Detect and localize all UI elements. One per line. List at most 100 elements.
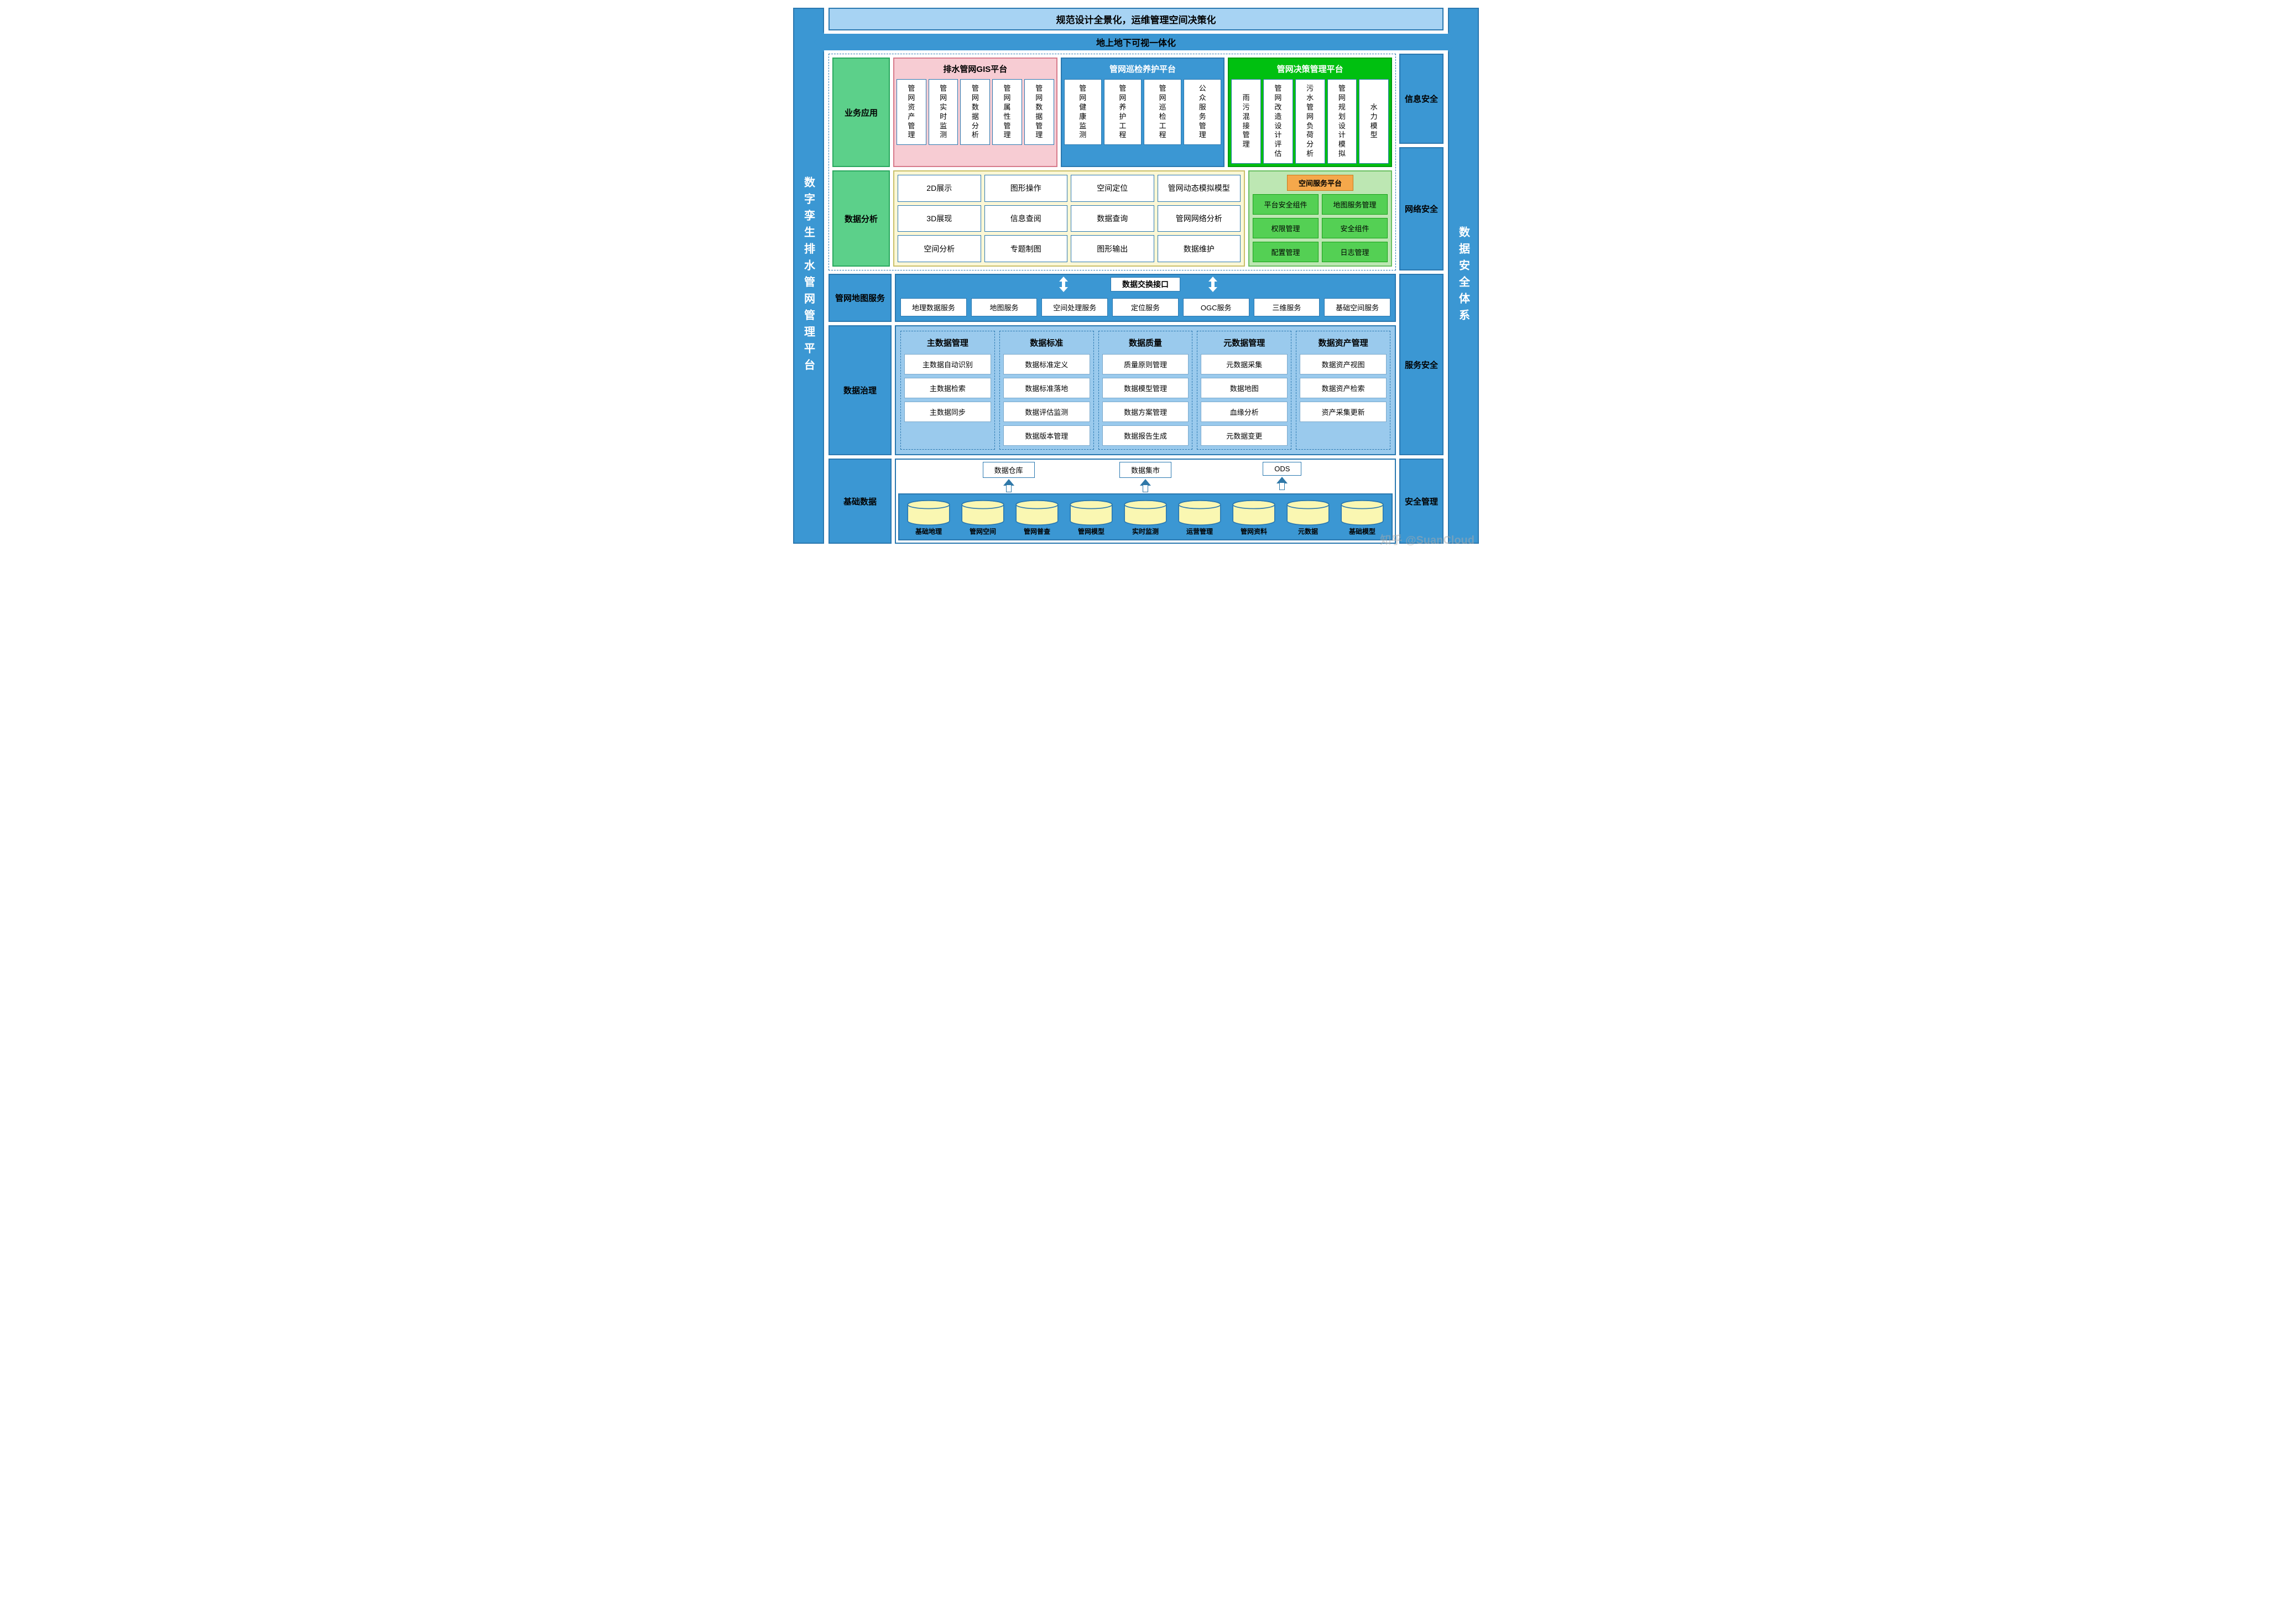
security-upper: 信息安全 网络安全 (1399, 54, 1444, 270)
store: 数据仓库 (983, 462, 1035, 478)
cylinder-label: 管网空间 (970, 527, 996, 536)
left-pillar-label: 数字孪生排水管网管理平台 (801, 176, 817, 376)
row4-label: 数据治理 (828, 325, 892, 455)
platform-gis-items: 管网资产管理 管网实时监测 管网数据分析 管网属性管理 管网数据管理 (897, 79, 1054, 145)
chip: 管网巡检工程 (1144, 79, 1181, 145)
gov-item: 数据报告生成 (1102, 425, 1189, 446)
chip: 污水管网负荷分析 (1295, 79, 1325, 164)
exchange-arrow-icon (1056, 277, 1071, 292)
svc: OGC服务 (1183, 298, 1249, 316)
right-pillar: 数据安全体系 (1448, 8, 1479, 544)
database-icon (1176, 500, 1223, 525)
cylinder-label: 实时监测 (1132, 527, 1159, 536)
banner-arrow-label: 地上地下可视一体化 (1096, 35, 1176, 49)
gov-item: 主数据检索 (904, 378, 991, 398)
security-network: 网络安全 (1399, 147, 1444, 270)
cell: 空间定位 (1071, 175, 1154, 202)
store: ODS (1263, 462, 1301, 476)
cylinder: 基础模型 (1337, 500, 1387, 536)
gov-item: 数据评估监测 (1003, 402, 1090, 422)
exchange-label: 数据交换接口 (1111, 277, 1180, 292)
up-arrow-icon (1004, 479, 1013, 492)
cylinder-label: 运营管理 (1186, 527, 1213, 536)
up-arrow-icon (1141, 479, 1150, 492)
gbtn: 平台安全组件 (1253, 194, 1319, 215)
row5-cylinders: 基础地理 管网空间 管网普查 管网模型 (898, 493, 1393, 540)
gov-item: 数据版本管理 (1003, 425, 1090, 446)
platform-inspection: 管网巡检养护平台 管网健康监测 管网养护工程 管网巡检工程 公众服务管理 (1061, 58, 1225, 167)
spatial-service-title: 空间服务平台 (1287, 175, 1353, 191)
database-icon (1285, 500, 1331, 525)
row2-content: 2D展示 图形操作 空间定位 管网动态模拟模型 3D展现 信息查阅 数据查询 管… (893, 170, 1392, 267)
row2-left-grid: 2D展示 图形操作 空间定位 管网动态模拟模型 3D展现 信息查阅 数据查询 管… (893, 170, 1245, 267)
row5-label: 基础数据 (828, 459, 892, 544)
exchange-arrow-icon (1205, 277, 1221, 292)
cylinder-label: 基础模型 (1349, 527, 1375, 536)
cylinder-label: 管网模型 (1078, 527, 1104, 536)
row-business: 业务应用 排水管网GIS平台 管网资产管理 管网实时监测 管网数据分析 管网属性… (828, 54, 1444, 270)
svc: 三维服务 (1254, 298, 1320, 316)
cell: 图形操作 (984, 175, 1068, 202)
gov-col-title: 数据标准 (1003, 335, 1090, 351)
cylinder: 管网空间 (958, 500, 1008, 536)
row1-platforms: 排水管网GIS平台 管网资产管理 管网实时监测 管网数据分析 管网属性管理 管网… (893, 58, 1392, 167)
cylinder: 基础地理 (904, 500, 953, 536)
svc: 基础空间服务 (1324, 298, 1390, 316)
gov-col-meta: 元数据管理 元数据采集 数据地图 血缘分析 元数据变更 (1197, 331, 1291, 450)
database-icon (1068, 500, 1114, 525)
row2-label: 数据分析 (832, 170, 890, 267)
gbtn: 日志管理 (1322, 242, 1388, 262)
chip: 管网健康监测 (1064, 79, 1102, 145)
row3-header: 数据交换接口 (896, 275, 1395, 294)
gov-col-title: 数据资产管理 (1300, 335, 1387, 351)
cylinder: 管网普查 (1012, 500, 1062, 536)
cell: 数据查询 (1071, 205, 1154, 232)
cell: 空间分析 (898, 235, 981, 262)
gov-item: 数据资产检索 (1300, 378, 1387, 398)
row5-stores: 数据仓库 数据集市 ODS (898, 462, 1393, 493)
gov-item: 数据标准定义 (1003, 354, 1090, 374)
chip: 公众服务管理 (1184, 79, 1221, 145)
store: 数据集市 (1119, 462, 1171, 478)
gov-col-title: 数据质量 (1102, 335, 1189, 351)
platform-decision-items: 雨污混接管理 管网改造设计评估 污水管网负荷分析 管网规划设计模拟 水力模型 (1231, 79, 1389, 164)
banner-top: 规范设计全景化，运维管理空间决策化 (828, 8, 1444, 30)
cylinder: 管网模型 (1066, 500, 1116, 536)
svc: 空间处理服务 (1041, 298, 1108, 316)
cylinder-label: 元数据 (1298, 527, 1318, 536)
gov-item: 数据模型管理 (1102, 378, 1189, 398)
chip: 雨污混接管理 (1231, 79, 1261, 164)
security-manage: 安全管理 (1399, 459, 1444, 544)
cylinder: 实时监测 (1121, 500, 1170, 536)
cell: 图形输出 (1071, 235, 1154, 262)
platform-inspection-items: 管网健康监测 管网养护工程 管网巡检工程 公众服务管理 (1064, 79, 1222, 145)
gov-item: 质量原则管理 (1102, 354, 1189, 374)
gov-item: 数据标准落地 (1003, 378, 1090, 398)
chip: 管网资产管理 (897, 79, 926, 145)
chip: 管网数据分析 (960, 79, 990, 145)
chip: 管网养护工程 (1104, 79, 1142, 145)
gbtn: 安全组件 (1322, 218, 1388, 238)
chip: 水力模型 (1359, 79, 1389, 164)
database-icon (1231, 500, 1277, 525)
database-icon (1339, 500, 1385, 525)
database-icon (1122, 500, 1169, 525)
svc: 地理数据服务 (900, 298, 967, 316)
cell: 2D展示 (898, 175, 981, 202)
platform-decision: 管网决策管理平台 雨污混接管理 管网改造设计评估 污水管网负荷分析 管网规划设计… (1228, 58, 1392, 167)
banner-arrow: 地上地下可视一体化 (824, 34, 1448, 50)
gov-col-title: 主数据管理 (904, 335, 991, 351)
row3-wrap: 数据交换接口 地理数据服务 地图服务 空间处理服务 定位服务 OGC服务 三维服… (895, 274, 1396, 322)
cylinder-label: 基础地理 (915, 527, 942, 536)
chip: 管网实时监测 (929, 79, 958, 145)
gov-item: 数据地图 (1201, 378, 1288, 398)
row1-label: 业务应用 (832, 58, 890, 167)
gov-item: 主数据同步 (904, 402, 991, 422)
row3-services: 地理数据服务 地图服务 空间处理服务 定位服务 OGC服务 三维服务 基础空间服… (896, 294, 1395, 321)
svc: 定位服务 (1112, 298, 1179, 316)
cell: 信息查阅 (984, 205, 1068, 232)
gov-col-quality: 数据质量 质量原则管理 数据模型管理 数据方案管理 数据报告生成 (1098, 331, 1193, 450)
cylinder-label: 管网资料 (1241, 527, 1267, 536)
cell: 专题制图 (984, 235, 1068, 262)
gov-col-standard: 数据标准 数据标准定义 数据标准落地 数据评估监测 数据版本管理 (999, 331, 1094, 450)
